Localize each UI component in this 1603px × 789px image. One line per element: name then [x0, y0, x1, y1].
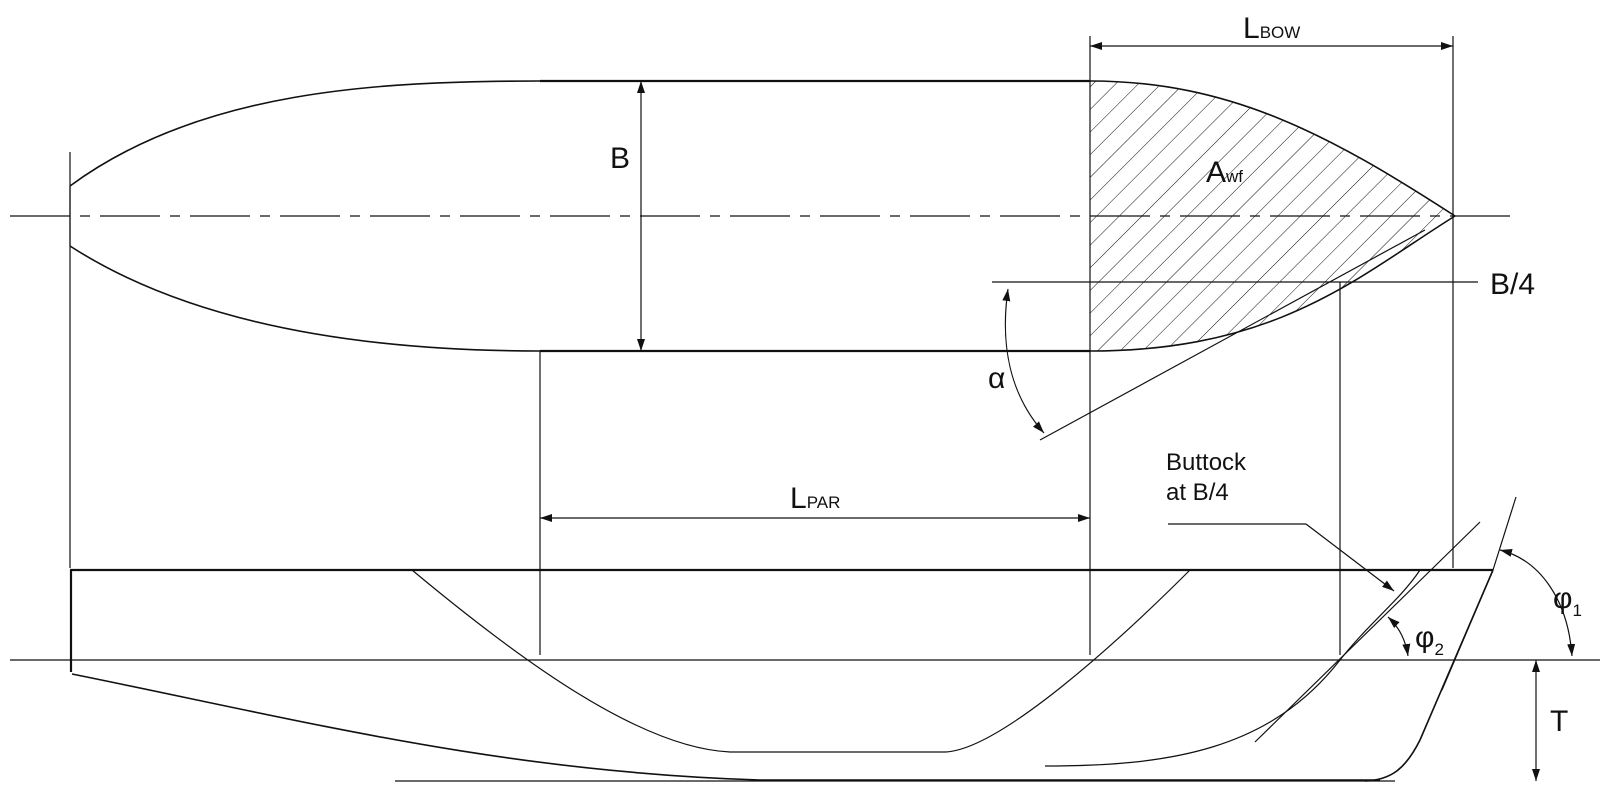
stem-rake-extension [1441, 569, 1494, 691]
phi1-label: φ1 [1553, 582, 1582, 620]
waterplane-stern-upper [69, 80, 541, 187]
waterplane-bow-lower [1089, 215, 1456, 352]
stem-profile [1364, 569, 1494, 782]
keel-profile [71, 673, 1380, 781]
phi2-label: φ2 [1415, 621, 1444, 659]
buttock-label-line1: Buttock [1166, 449, 1247, 476]
entrance-tangent-line [1039, 229, 1426, 441]
beam-label: B [610, 142, 630, 175]
quarter-beam-label: B/4 [1490, 268, 1535, 301]
bow-area-hatch [1090, 81, 1455, 351]
stem-rake-line [1492, 496, 1517, 571]
phi2-angle-arc [1387, 616, 1411, 657]
parallel-length-label: LPAR [790, 482, 840, 515]
aft-section-curve [411, 569, 1191, 753]
buttock-leader-arrow [1305, 523, 1395, 592]
buttock-curve [1044, 569, 1421, 767]
phi1-angle-arc [1499, 549, 1576, 657]
draft-label: T [1550, 705, 1568, 738]
entrance-angle-label: α [988, 362, 1005, 395]
bow-length-label: LBOW [1243, 12, 1300, 45]
waterplane-stern-lower [69, 245, 541, 352]
buttock-label-line2: at B/4 [1166, 479, 1229, 506]
waterplane-bow-upper [1089, 80, 1456, 217]
entrance-angle-arc [1002, 288, 1045, 434]
buttock-tangent-line [1254, 521, 1481, 743]
waterplane-area-label: Awf [1206, 156, 1243, 189]
